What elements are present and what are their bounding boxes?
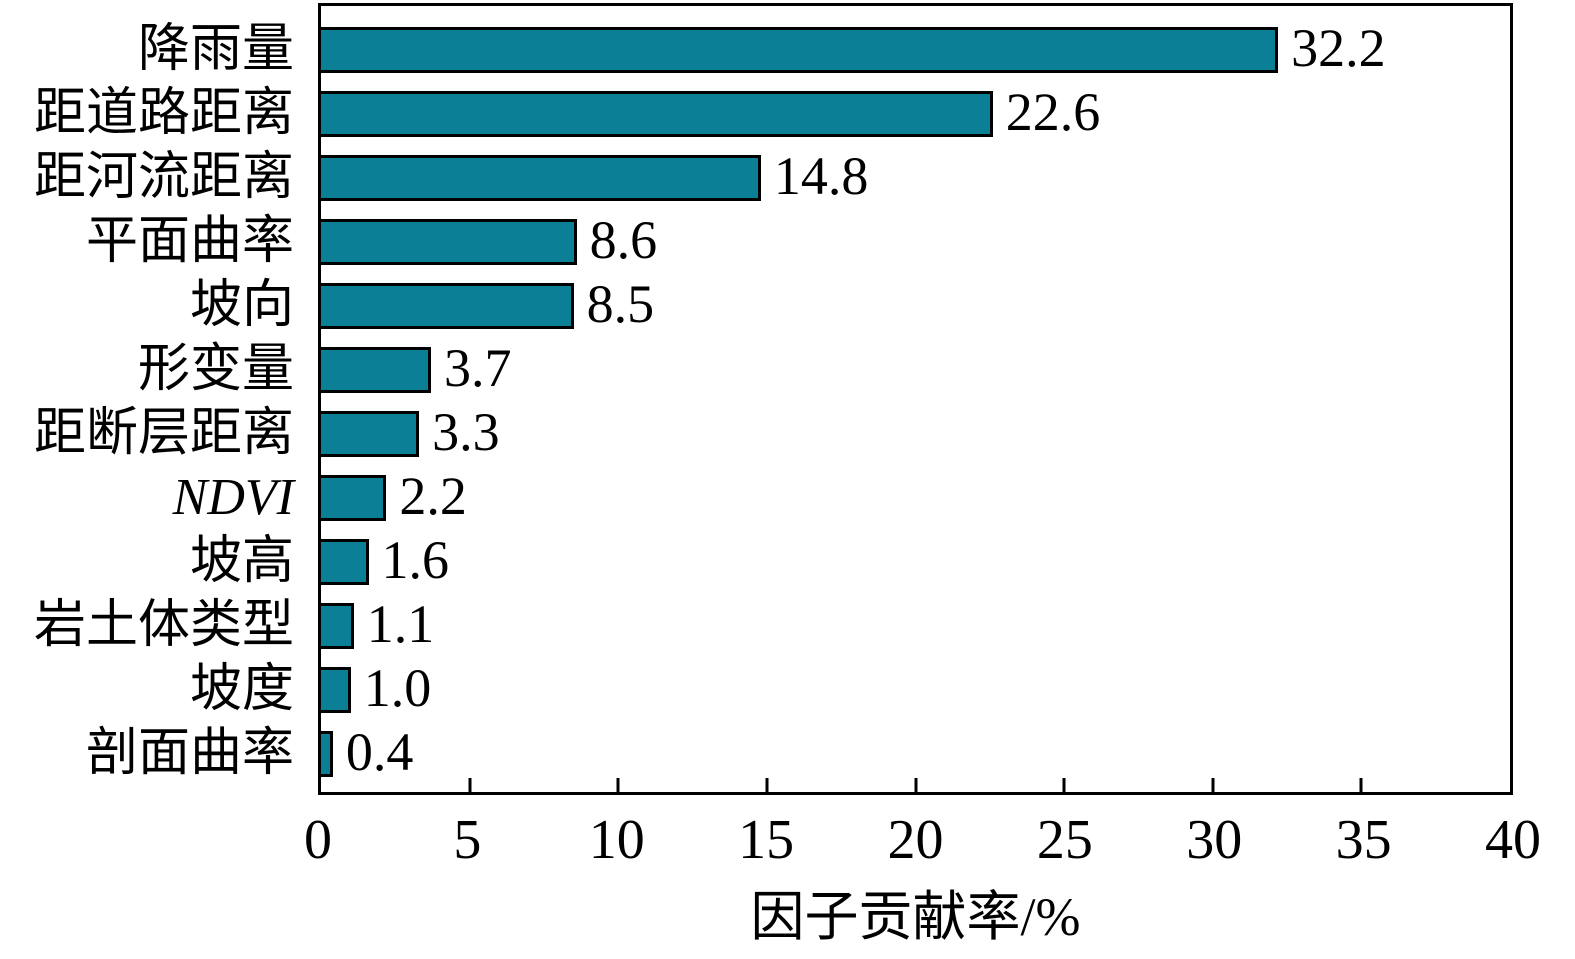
x-axis-tick xyxy=(616,778,620,792)
chart-plot-area: 32.2 22.6 14.8 8.6 8.5 3.7 3.3 2.2 1.6 1.1 1.0 0.4 xyxy=(318,3,1513,795)
x-axis-tick-label: 15 xyxy=(738,809,795,871)
x-axis-tick-label: 10 xyxy=(588,809,645,871)
x-axis-tick xyxy=(1062,778,1066,792)
bar xyxy=(321,603,354,649)
x-axis-title: 因子贡献率/% xyxy=(750,887,1081,947)
category-label: 平面曲率 xyxy=(85,213,294,270)
x-axis-tick xyxy=(1211,778,1215,792)
bar xyxy=(321,219,577,265)
x-axis-tick-label: 0 xyxy=(304,809,332,871)
bar-row: 1.6 xyxy=(321,530,1510,594)
x-axis-tick xyxy=(1359,778,1363,792)
bar xyxy=(321,475,387,521)
bar-value-label: 1.6 xyxy=(381,530,450,590)
x-axis-tick-label: 30 xyxy=(1186,809,1243,871)
x-axis-tick xyxy=(914,778,917,792)
bar-row: 14.8 xyxy=(321,146,1510,210)
category-label: 距道路距离 xyxy=(33,85,294,142)
x-axis-tick-label: 40 xyxy=(1485,809,1541,871)
bar xyxy=(321,667,351,713)
x-axis-tick-labels: 0 5 10 15 20 25 30 35 40 xyxy=(304,809,1541,874)
bar-row: 1.1 xyxy=(321,594,1510,658)
bar-row: 22.6 xyxy=(321,82,1510,146)
bar-row: 2.2 xyxy=(321,466,1510,530)
category-label: 坡度 xyxy=(189,661,294,718)
bar-row: 32.2 xyxy=(321,18,1510,82)
bar-value-label: 2.2 xyxy=(399,466,467,526)
bar xyxy=(321,539,369,585)
bar-value-label: 0.4 xyxy=(345,722,414,782)
bar-value-label: 8.5 xyxy=(586,274,655,334)
bar-value-label: 8.6 xyxy=(589,210,658,270)
bar xyxy=(321,27,1279,73)
category-label: 距河流距离 xyxy=(33,149,294,206)
y-axis-labels: 降雨量距道路距离距河流距离平面曲率坡向形变量距断层距离 NDVI 坡高岩土体类型坡度… xyxy=(0,18,294,786)
bar xyxy=(321,411,420,457)
bar xyxy=(321,731,333,777)
bar xyxy=(321,283,574,329)
x-axis-tick-label: 5 xyxy=(453,809,482,871)
bar-value-label: 14.8 xyxy=(773,146,869,206)
category-label: 距断层距离 xyxy=(33,405,294,462)
bar-value-label: 32.2 xyxy=(1291,18,1386,78)
bar-value-label: 1.0 xyxy=(363,658,432,718)
bar-row: 1.0 xyxy=(321,658,1510,722)
category-label: 降雨量 xyxy=(137,21,294,78)
bar xyxy=(321,91,993,137)
bar-row: 8.6 xyxy=(321,210,1510,274)
bar-value-label: 22.6 xyxy=(1005,82,1101,142)
bar xyxy=(321,347,431,393)
x-axis-tick-label: 25 xyxy=(1036,809,1093,871)
bar-row: 3.3 xyxy=(321,402,1510,466)
bar-row: 8.5 xyxy=(321,274,1510,338)
x-axis-tick-label: 20 xyxy=(887,809,944,871)
category-label: 岩土体类型 xyxy=(33,597,294,654)
bar-value-label: 1.1 xyxy=(366,594,435,654)
x-axis-tick xyxy=(765,778,769,792)
bar-row: 3.7 xyxy=(321,338,1510,402)
x-axis-tick-label: 35 xyxy=(1335,809,1392,871)
category-label: 坡高 xyxy=(189,533,294,590)
bar-row: 0.4 xyxy=(321,722,1510,786)
x-axis-tick xyxy=(468,778,472,792)
category-label: NDVI xyxy=(172,469,294,526)
bar-value-label: 3.3 xyxy=(432,402,500,462)
bar-value-label: 3.7 xyxy=(443,338,512,398)
category-label: 形变量 xyxy=(137,341,294,398)
category-label: 坡向 xyxy=(189,277,294,334)
bar xyxy=(321,155,761,201)
category-label: 剖面曲率 xyxy=(85,725,294,782)
